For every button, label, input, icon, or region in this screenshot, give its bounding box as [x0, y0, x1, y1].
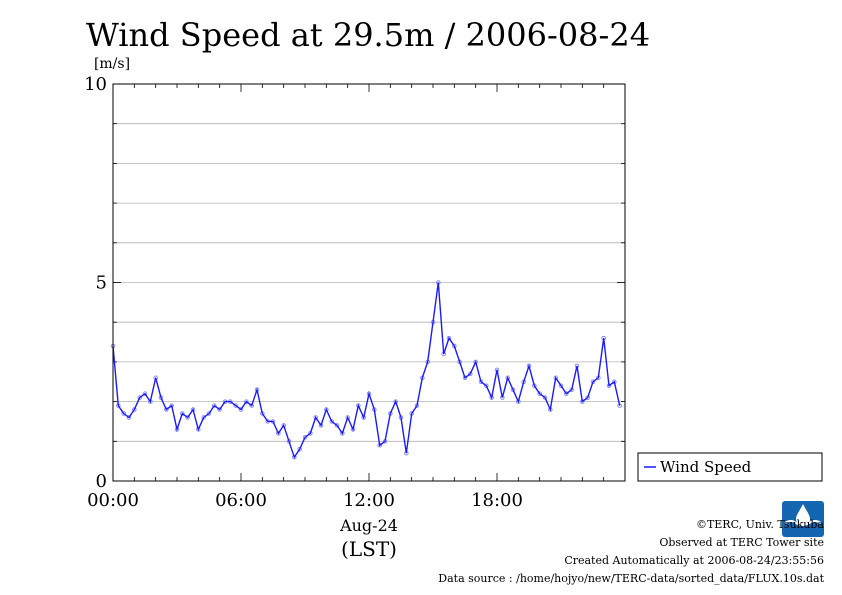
data-point [201, 415, 206, 420]
axis-ticks [112, 83, 626, 482]
data-point [510, 387, 516, 392]
footer-copyright: ©TERC, Univ. Tsukuba [695, 518, 824, 531]
scatter-points [110, 280, 622, 460]
data-point [126, 415, 132, 420]
terc-logo-icon [782, 501, 824, 537]
x-tick-label: 06:00 [215, 490, 267, 511]
data-point [206, 411, 212, 416]
data-point [537, 391, 542, 396]
y-tick-label: 5 [96, 273, 107, 294]
data-point [212, 403, 217, 408]
data-point [564, 391, 569, 396]
data-point [185, 415, 190, 420]
wind-speed-line [112, 282, 621, 459]
data-point [121, 411, 126, 416]
x-tick-labels: 00:00 06:00 12:00 18:00 [87, 490, 523, 511]
legend-label: Wind Speed [660, 458, 752, 476]
data-point [233, 403, 238, 408]
data-point [484, 383, 489, 388]
footer-source: Data source : /home/hojyo/new/TERC-data/… [438, 572, 824, 585]
legend-box [637, 452, 823, 482]
plot-frame [112, 83, 626, 482]
chart-title: Wind Speed at 29.5m / 2006-08-24 [86, 16, 650, 54]
terc-logo [782, 501, 824, 537]
gridlines [113, 123, 625, 442]
x-date-label: Aug-24 [339, 516, 398, 535]
data-point [558, 383, 564, 388]
data-point [334, 423, 340, 428]
data-point [142, 391, 148, 396]
series-lines [112, 282, 621, 459]
x-unit-label: (LST) [341, 537, 397, 561]
x-tick-label: 00:00 [87, 490, 139, 511]
y-axis-label: [m/s] [94, 56, 130, 72]
y-tick-label: 0 [96, 471, 107, 492]
data-point [468, 371, 473, 377]
footer-observed: Observed at TERC Tower site [659, 536, 824, 549]
y-tick-label: 10 [84, 74, 107, 95]
data-point [217, 407, 222, 412]
data-point [238, 407, 244, 412]
x-tick-label: 18:00 [471, 490, 523, 511]
y-tick-labels: 0 5 10 [84, 74, 107, 492]
footer-created: Created Automatically at 2006-08-24/23:5… [564, 554, 824, 567]
data-point [542, 395, 548, 400]
data-point [276, 431, 281, 436]
legend: Wind Speed [637, 452, 823, 482]
data-point [297, 446, 302, 452]
data-point [244, 399, 249, 404]
data-point [164, 407, 169, 412]
data-point [302, 435, 308, 440]
data-point [137, 395, 142, 400]
x-tick-label: 12:00 [343, 490, 395, 511]
